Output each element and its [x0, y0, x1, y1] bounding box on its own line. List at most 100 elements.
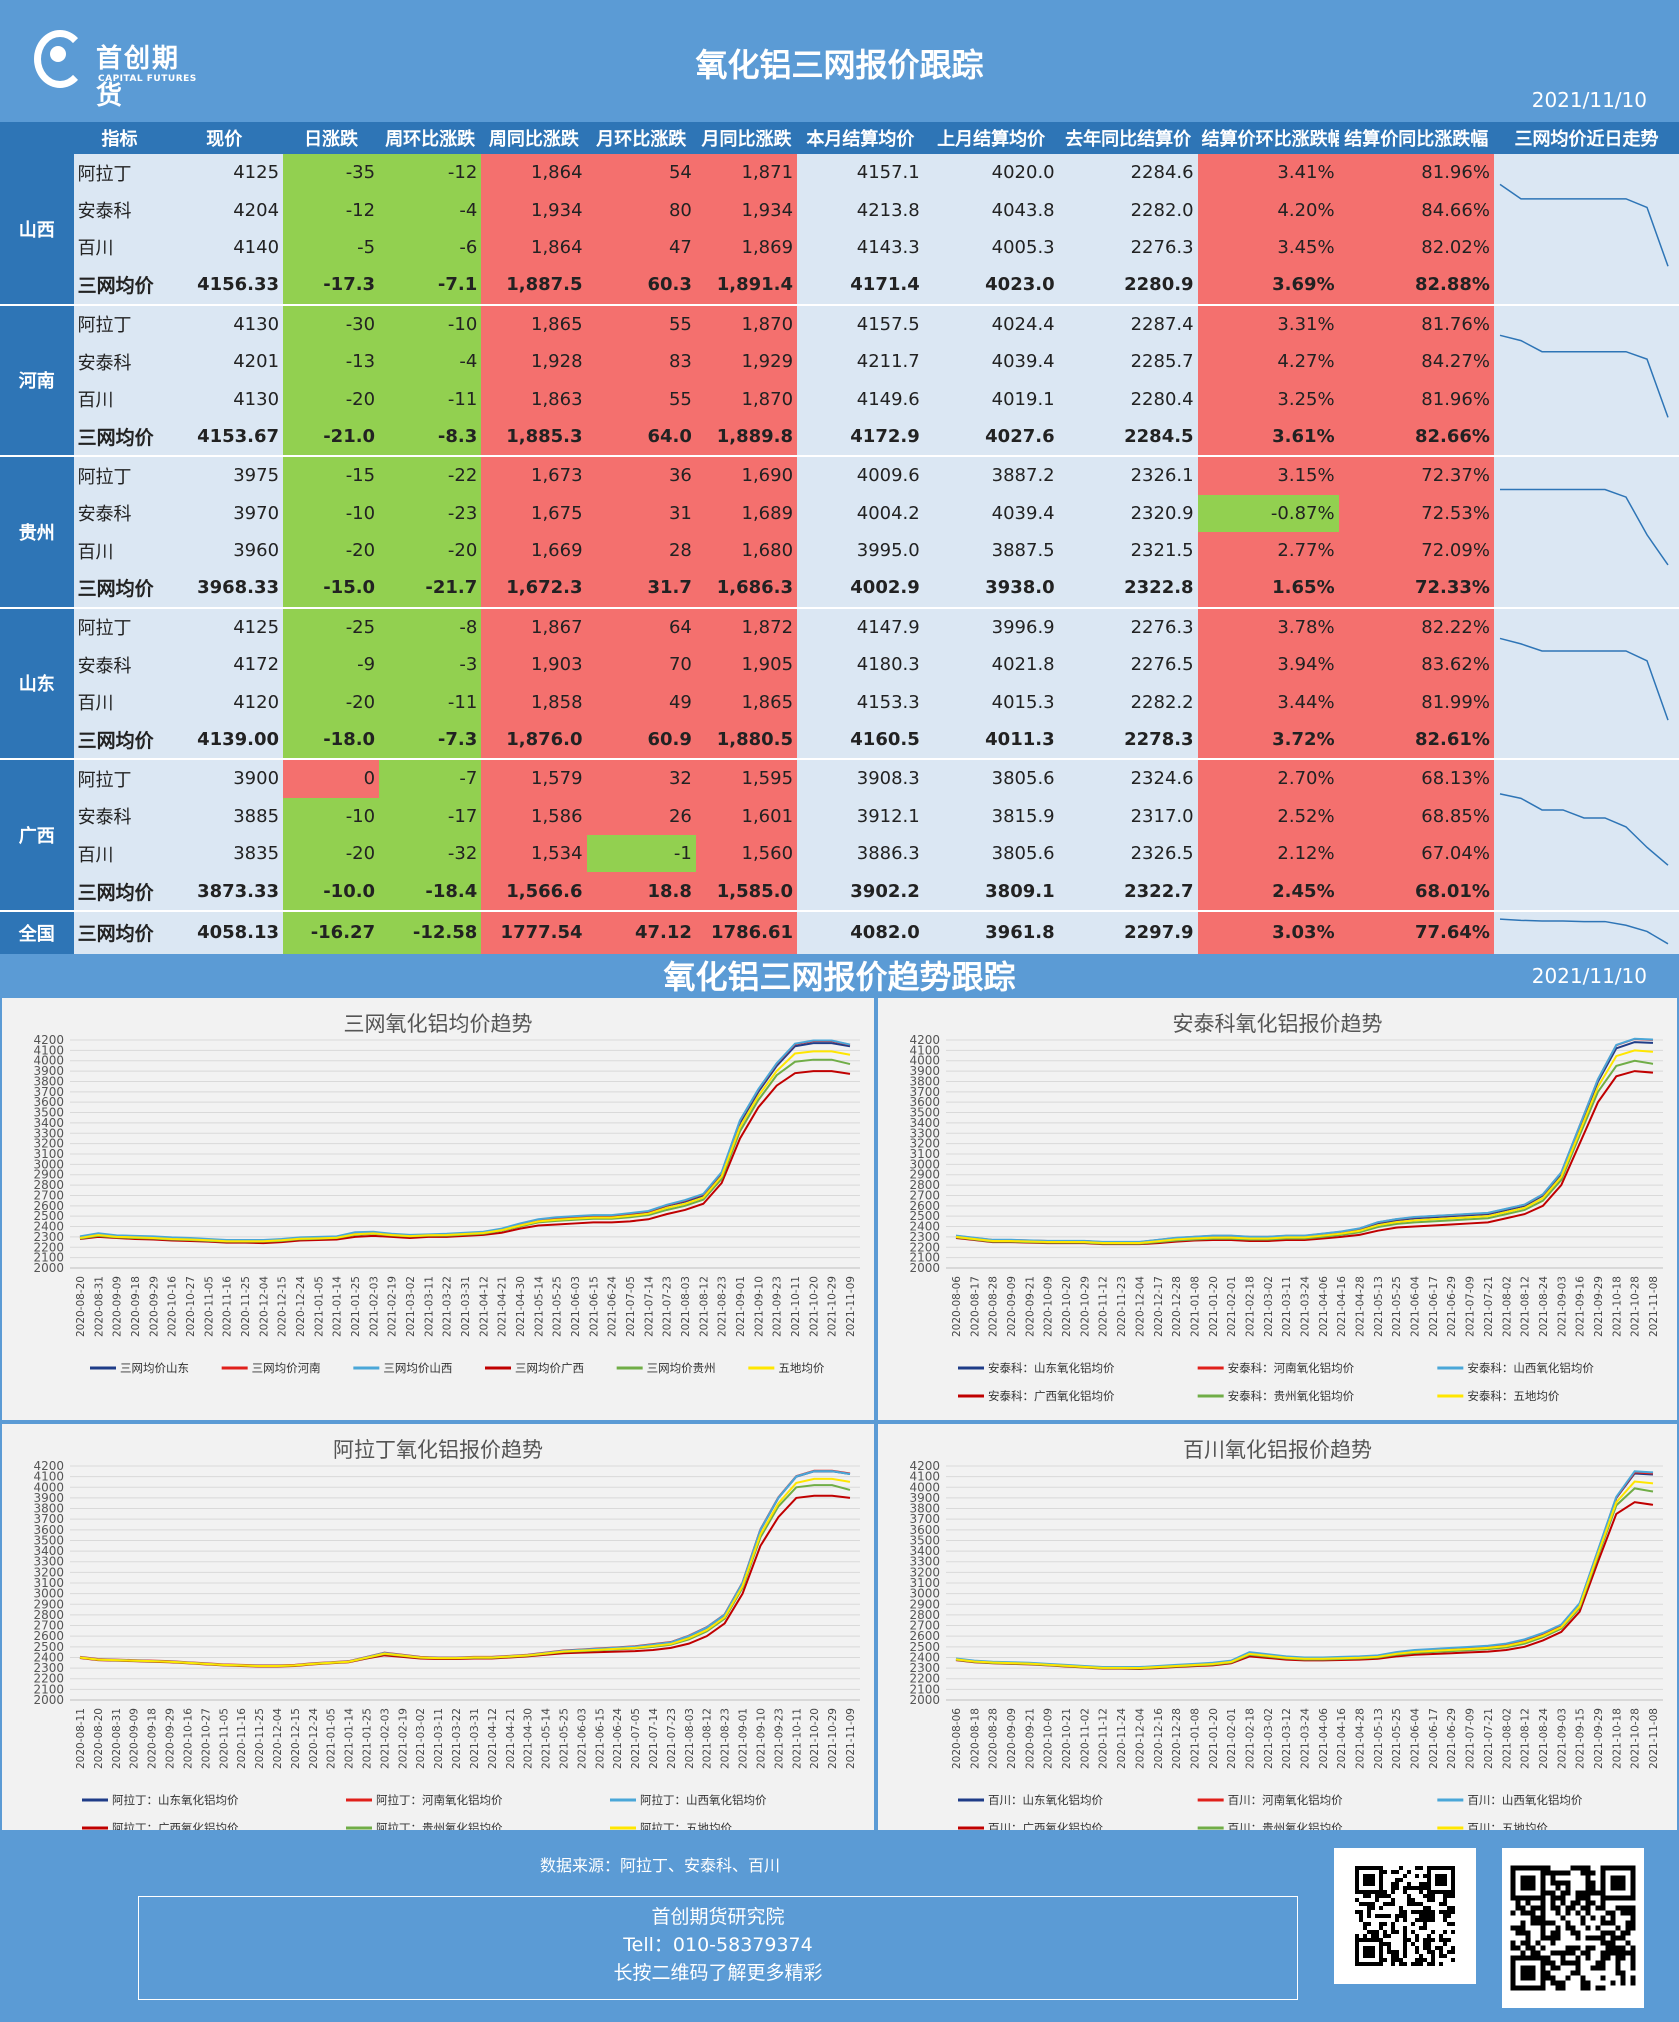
value-cell: 1,934 — [481, 191, 587, 229]
table-row-national: 全国 三网均价 4058.13 -16.27 -12.58 1777.54 47.12 178… — [0, 910, 1679, 954]
series-line — [955, 1070, 1654, 1246]
chart-svg: 2000210022002300240025002600270028002900… — [33, 1033, 860, 1375]
indicator-cell: 百川 — [73, 683, 166, 721]
x-tick-label: 2021-09-03 — [1556, 1276, 1568, 1337]
header-cell: 指标 — [73, 122, 166, 154]
indicator-cell: 安泰科 — [73, 646, 166, 684]
x-tick-label: 2020-12-16 — [1153, 1708, 1165, 1769]
indicator-cell: 三网均价 — [73, 910, 166, 954]
capital-futures-logo: 首创期货 CAPITAL FUTURES — [30, 28, 200, 111]
value-cell: 1,876.0 — [481, 720, 587, 761]
value-cell: 3815.9 — [923, 797, 1059, 836]
y-tick-label: 2100 — [909, 1251, 940, 1265]
value-cell: 1,891.4 — [695, 266, 798, 306]
chart-title: 安泰科氧化铝报价趋势 — [1172, 1012, 1383, 1036]
header-cell — [0, 122, 74, 154]
legend-label: 百川：山西氧化铝均价 — [1467, 1793, 1582, 1807]
value-cell: -16.27 — [283, 910, 380, 954]
trend-line — [1499, 638, 1669, 721]
value-cell: 3.15% — [1197, 456, 1339, 495]
x-tick-label: 2021-01-14 — [344, 1708, 356, 1769]
x-tick-label: 2020-12-28 — [1171, 1276, 1183, 1337]
qr-code-icon[interactable] — [1502, 1848, 1644, 2008]
header-cell: 周同比涨跌 — [481, 122, 587, 154]
legend-label: 阿拉丁：广西氧化铝均价 — [112, 1821, 239, 1830]
x-tick-label: 2020-09-29 — [148, 1276, 160, 1337]
y-tick-label: 3800 — [909, 1502, 940, 1516]
value-cell: 3.25% — [1197, 380, 1339, 418]
value-cell: -17 — [379, 797, 482, 836]
value-cell: 2322.7 — [1058, 872, 1198, 912]
legend-label: 五地均价 — [778, 1361, 824, 1375]
y-tick-label: 2200 — [33, 1240, 64, 1254]
x-tick-label: 2021-02-19 — [387, 1276, 399, 1337]
value-cell: 3902.2 — [797, 872, 924, 912]
x-tick-label: 2020-10-21 — [1061, 1708, 1073, 1769]
x-tick-label: 2020-09-09 — [112, 1276, 124, 1337]
value-cell: 4147.9 — [797, 607, 924, 647]
table-header-row: 指标 现价 日涨跌 周环比涨跌 周同比涨跌 月环比涨跌 月同比涨跌 本月结算均价 上月结算均价去… — [0, 122, 1679, 154]
header-cell: 本月结算均价 — [797, 122, 924, 154]
x-tick-label: 2021-03-02 — [1263, 1708, 1275, 1769]
value-cell: 3.61% — [1197, 417, 1339, 458]
series-line — [955, 1501, 1654, 1670]
value-cell: 3873.33 — [165, 872, 284, 912]
value-cell: 1786.61 — [695, 910, 798, 954]
x-tick-label: 2021-08-12 — [1520, 1276, 1532, 1337]
value-cell: -7.1 — [379, 266, 482, 306]
value-cell: 1,864 — [481, 154, 587, 192]
y-tick-label: 3400 — [33, 1544, 64, 1558]
value-cell: 4171.4 — [797, 266, 924, 306]
value-cell: 82.61% — [1338, 720, 1494, 761]
legend-label: 阿拉丁：山西氧化铝均价 — [640, 1793, 767, 1807]
y-tick-label: 3500 — [909, 1533, 940, 1547]
value-cell: 68.01% — [1338, 872, 1494, 912]
table-row: 山东 阿拉丁 4125 -25 -8 1,867 64 1,872 4147.9 3996.9 22… — [0, 607, 1679, 761]
y-tick-label: 4200 — [909, 1033, 940, 1047]
value-cell: 3908.3 — [797, 759, 924, 798]
value-cell: -8 — [379, 607, 482, 647]
value-cell: 36 — [586, 456, 696, 495]
x-tick-label: 2020-11-12 — [1098, 1276, 1110, 1337]
value-cell: 4125 — [165, 154, 284, 192]
x-tick-label: 2021-11-09 — [845, 1708, 857, 1769]
qr-code-icon[interactable] — [1334, 1848, 1476, 1984]
y-tick-label: 2500 — [33, 1209, 64, 1223]
value-cell: 47 — [586, 228, 696, 267]
x-tick-label: 2021-06-29 — [1446, 1708, 1458, 1769]
value-cell: 2285.7 — [1058, 342, 1198, 381]
report-date: 2021/11/10 — [1531, 88, 1647, 112]
value-cell: 3996.9 — [923, 607, 1059, 647]
value-cell: 1,928 — [481, 342, 587, 381]
x-tick-label: 2021-08-03 — [680, 1276, 692, 1337]
x-tick-label: 2021-08-02 — [1501, 1708, 1513, 1769]
y-tick-label: 3000 — [909, 1157, 940, 1171]
chart-title: 阿拉丁氧化铝报价趋势 — [333, 1438, 543, 1462]
x-tick-label: 2021-09-29 — [1593, 1708, 1605, 1769]
chart-svg: 2000210022002300240025002600270028002900… — [909, 1033, 1663, 1403]
x-tick-label: 2021-07-05 — [625, 1276, 637, 1337]
x-tick-label: 2021-10-20 — [809, 1708, 821, 1769]
chart-panel-antaike: 安泰科氧化铝报价趋势 2000 2100 2200 2300 2400 2500 2600 27… — [878, 998, 1677, 1420]
x-tick-label: 2021-07-14 — [648, 1708, 660, 1769]
series-line — [955, 1049, 1654, 1245]
value-cell: 3960 — [165, 531, 284, 570]
value-cell: 2282.0 — [1058, 191, 1198, 229]
indicator-cell: 百川 — [73, 835, 166, 873]
trend-sparkline — [1499, 793, 1669, 866]
indicator-cell: 三网均价 — [73, 872, 166, 912]
value-cell: 81.96% — [1338, 154, 1494, 192]
series-line — [955, 1037, 1654, 1244]
x-tick-label: 2021-06-04 — [1410, 1276, 1422, 1337]
trend-line — [1499, 334, 1669, 419]
x-tick-label: 2020-09-18 — [130, 1276, 142, 1337]
value-cell: -30 — [283, 304, 380, 343]
x-tick-label: 2020-11-25 — [240, 1276, 252, 1337]
value-cell: 1,595 — [695, 759, 798, 798]
trend-cell — [1493, 607, 1679, 761]
province-cell: 贵州 — [0, 456, 74, 609]
y-tick-label: 4200 — [909, 1459, 940, 1473]
value-cell: 4011.3 — [923, 720, 1059, 761]
value-cell: 3900 — [165, 759, 284, 798]
y-tick-label: 4200 — [33, 1459, 64, 1473]
